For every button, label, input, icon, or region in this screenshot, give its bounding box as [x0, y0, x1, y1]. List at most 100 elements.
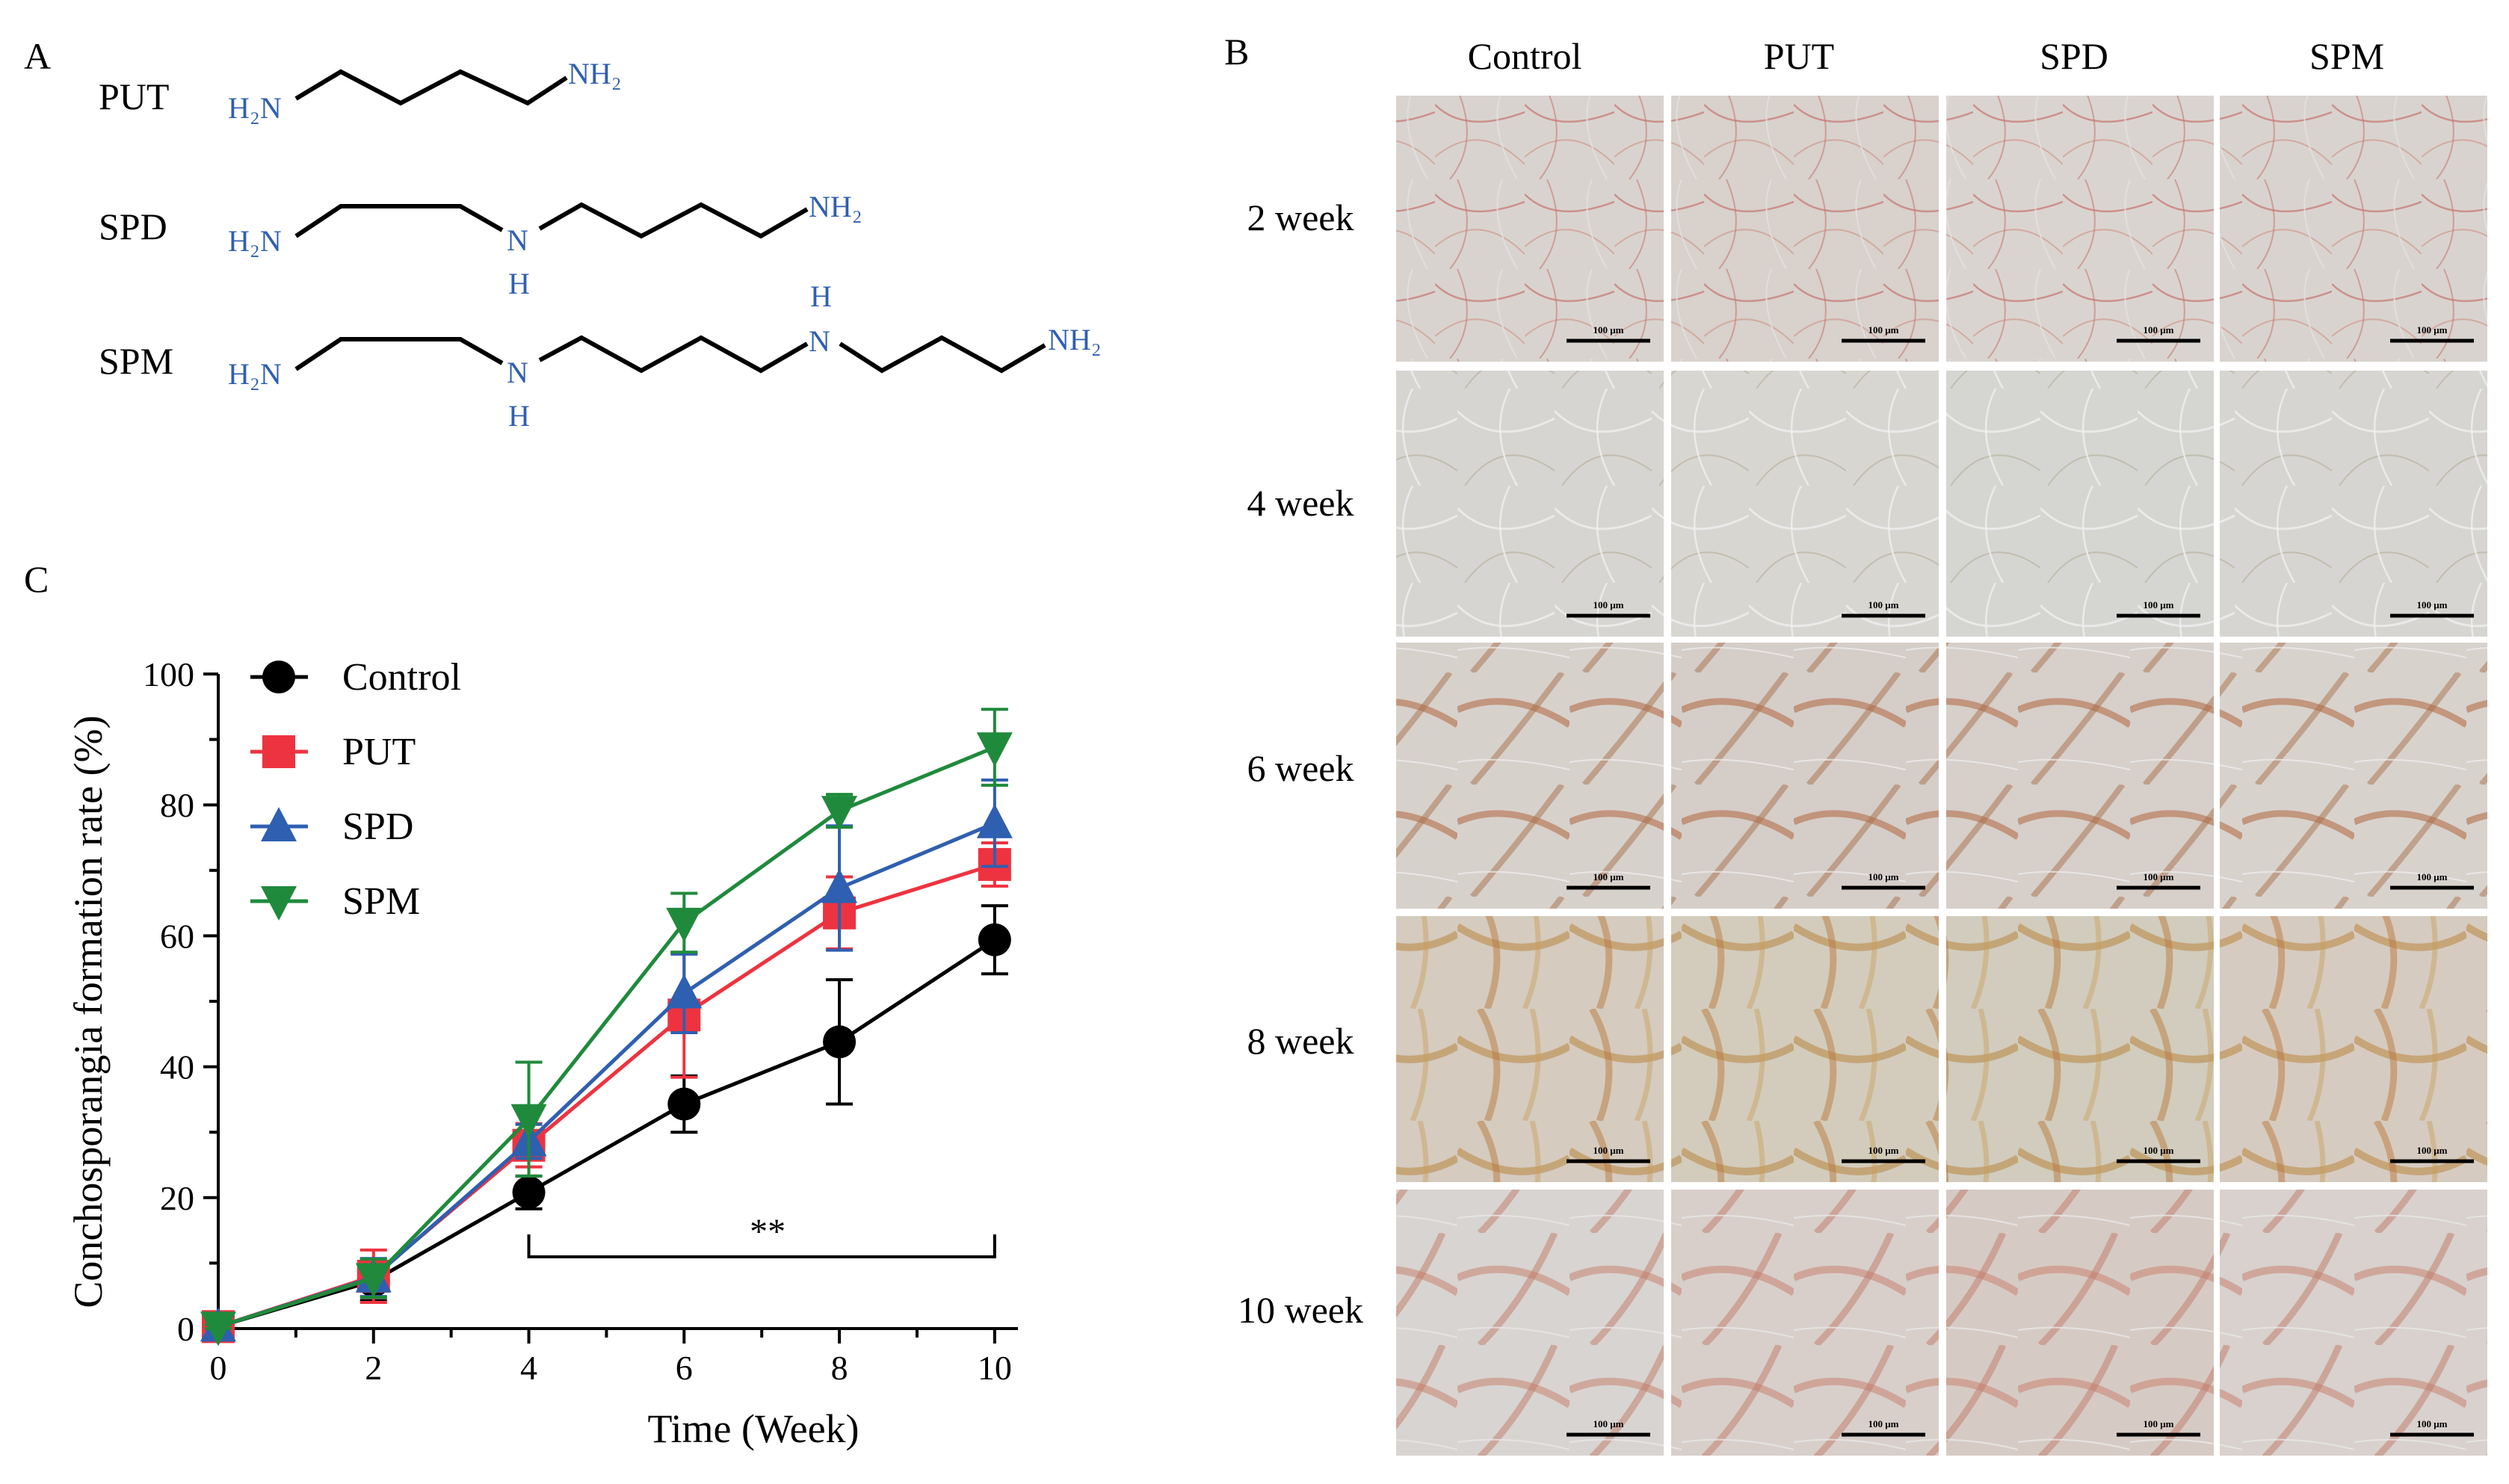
- filament-texture: [1671, 371, 1939, 637]
- column-header-put: PUT: [1764, 35, 1834, 77]
- scale-bar-label: 100 μm: [2144, 1145, 2174, 1156]
- scale-bar-label: 100 μm: [2144, 599, 2174, 610]
- scale-bar-label: 100 μm: [2417, 1418, 2448, 1429]
- data-point-control: [667, 1087, 701, 1121]
- filament-texture: [1671, 96, 1939, 362]
- put-amine-right: NH₂: [568, 57, 622, 90]
- spm-nitrogen-1-h: H: [508, 399, 530, 433]
- micrograph-spm-10-week: 100 μm: [2220, 1190, 2487, 1456]
- scale-bar-label: 100 μm: [2144, 871, 2174, 882]
- spm-nitrogen-1: N: [507, 356, 528, 389]
- scale-bar-label: 100 μm: [1593, 599, 1624, 610]
- data-point-control: [512, 1175, 546, 1209]
- y-tick-label: 0: [177, 1310, 194, 1348]
- micrograph-put-2-week: 100 μm: [1671, 96, 1939, 362]
- spm-chain-middle: [538, 335, 809, 374]
- scale-bar-label: 100 μm: [2144, 324, 2174, 336]
- scale-bar-label: 100 μm: [1868, 871, 1899, 882]
- micrograph-control-2-week: 100 μm: [1396, 96, 1664, 362]
- compound-name-spd: SPD: [99, 205, 167, 247]
- scale-bar-label: 100 μm: [1868, 1418, 1899, 1429]
- filament-texture: [1946, 643, 2214, 909]
- row-label-8-week: 8 week: [1247, 1020, 1354, 1062]
- series-control: [202, 904, 1011, 1344]
- scale-bar-label: 100 μm: [2144, 1418, 2174, 1429]
- x-axis-label: Time (Week): [647, 1406, 859, 1451]
- x-tick-label: 0: [210, 1349, 227, 1387]
- x-tick-label: 4: [520, 1349, 537, 1387]
- data-point-spd: [976, 803, 1013, 838]
- x-tick-label: 6: [676, 1349, 693, 1387]
- filament-texture: [1671, 916, 1939, 1182]
- scale-bar-label: 100 μm: [2417, 324, 2448, 336]
- legend-label-put: PUT: [342, 731, 416, 773]
- legend-marker-control: [262, 661, 295, 693]
- scale-bar-label: 100 μm: [2417, 599, 2448, 610]
- filament-texture: [2220, 1190, 2487, 1456]
- series-line-spm: [217, 745, 996, 1329]
- micrograph-spd-10-week: 100 μm: [1946, 1190, 2214, 1456]
- row-label-2-week: 2 week: [1247, 197, 1354, 238]
- data-point-spd: [666, 974, 703, 1009]
- data-point-spm: [355, 1263, 392, 1298]
- series-line-spd: [217, 821, 996, 1329]
- spd-chain-left: [294, 204, 504, 238]
- filament-texture: [2220, 96, 2487, 362]
- spd-amine-right: NH₂: [809, 190, 862, 223]
- significance-bracket: [527, 1234, 996, 1258]
- scale-bar-label: 100 μm: [1593, 1145, 1624, 1156]
- scale-bar-label: 100 μm: [1593, 1418, 1624, 1429]
- micrograph-spd-2-week: 100 μm: [1946, 96, 2214, 362]
- compound-name-put: PUT: [99, 75, 169, 117]
- chart-plot-area: 0 20 40 60 80 100 0 2 4 6 8 10 ** Control PUT SPD SPM: [143, 655, 1018, 1387]
- y-tick-label: 100: [143, 655, 194, 693]
- panel-a-label: A: [24, 35, 51, 77]
- legend-label-spm: SPM: [342, 880, 420, 923]
- data-point-spd: [821, 868, 858, 903]
- spd-chain-right: [538, 202, 809, 239]
- series-put: [202, 841, 1011, 1344]
- data-point-spm: [821, 796, 858, 831]
- micrograph-put-4-week: 100 μm: [1671, 371, 1939, 637]
- micrograph-spm-2-week: 100 μm: [2220, 96, 2487, 362]
- micrograph-spm-4-week: 100 μm: [2220, 371, 2487, 637]
- micrograph-spd-8-week: 100 μm: [1946, 916, 2214, 1182]
- y-tick-label: 40: [160, 1048, 194, 1086]
- micrograph-grid: 100 μm 100 μm 100 μm 100 μm 100 μm 100 μm 100 …: [1396, 96, 2487, 1456]
- put-carbon-chain: [294, 69, 568, 106]
- y-axis-label: Conchosporangia formation rate (%): [66, 715, 111, 1308]
- legend-label-control: Control: [342, 656, 461, 699]
- data-point-control: [823, 1025, 857, 1059]
- column-header-control: Control: [1468, 35, 1582, 77]
- scale-bar-label: 100 μm: [1868, 599, 1899, 610]
- legend-marker-spd: [261, 807, 297, 841]
- filament-texture: [1946, 371, 2214, 637]
- scale-bar-label: 100 μm: [2417, 871, 2448, 882]
- column-header-spd: SPD: [2040, 35, 2108, 77]
- x-tick-label: 8: [831, 1349, 848, 1387]
- panel-a-chemical-structures: A PUT H₂N NH₂ SPD H₂N N H NH₂ SPM H₂N N …: [24, 35, 1102, 433]
- filament-texture: [1946, 1190, 2214, 1456]
- filament-texture: [1946, 916, 2214, 1182]
- filament-texture: [2220, 643, 2487, 909]
- legend-label-spd: SPD: [342, 806, 413, 848]
- filament-texture: [1396, 643, 1664, 909]
- column-header-spm: SPM: [2309, 35, 2384, 77]
- micrograph-control-6-week: 100 μm: [1396, 643, 1664, 909]
- x-tick-label: 10: [978, 1349, 1012, 1387]
- significance-label: **: [750, 1212, 786, 1252]
- data-point-control: [978, 923, 1011, 956]
- panel-b-label: B: [1224, 31, 1249, 72]
- filament-texture: [1396, 371, 1664, 637]
- micrograph-put-8-week: 100 μm: [1671, 916, 1939, 1182]
- row-label-4-week: 4 week: [1247, 482, 1354, 524]
- y-tick-label: 80: [160, 786, 194, 824]
- micrograph-control-4-week: 100 μm: [1396, 371, 1664, 637]
- put-amine-left: H₂N: [228, 91, 282, 125]
- series-spm: [200, 708, 1013, 1347]
- spm-nitrogen-2-h: H: [810, 279, 832, 313]
- spd-amine-left: H₂N: [228, 224, 282, 258]
